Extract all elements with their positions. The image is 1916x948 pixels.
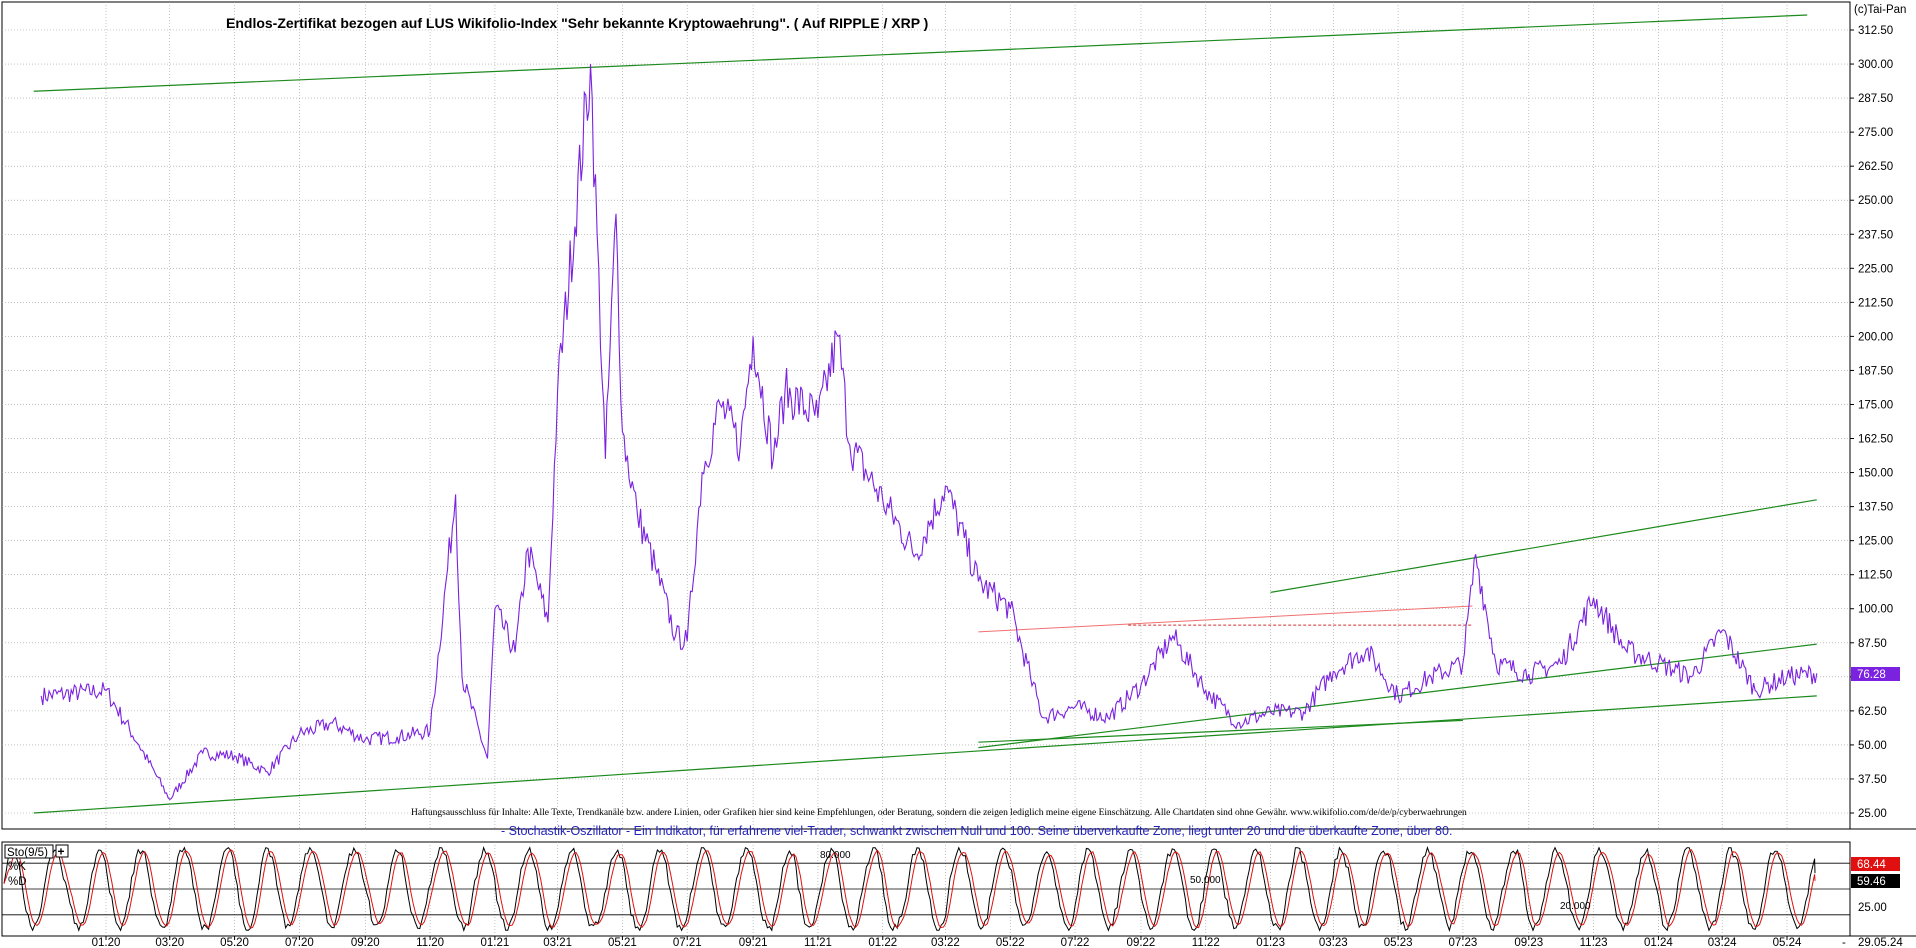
y-tick-label: 250.00 xyxy=(1858,195,1893,207)
y-tick-label: 162.50 xyxy=(1858,434,1893,446)
level-50-label: 50.000 xyxy=(1190,875,1221,886)
trend-lines xyxy=(33,14,1817,814)
grid xyxy=(2,2,1850,936)
y-tick-label: 125.00 xyxy=(1858,536,1893,548)
y-tick-label: 200.00 xyxy=(1858,331,1893,343)
y-tick-label: 137.50 xyxy=(1858,502,1893,514)
y-tick-label: 87.50 xyxy=(1858,638,1887,650)
price-series xyxy=(40,63,1818,801)
x-tick-label: 07.20 xyxy=(285,937,314,948)
trend-line xyxy=(978,719,1463,743)
x-end-label: 29.05.24 xyxy=(1858,937,1903,948)
stochastic-k-line xyxy=(3,845,1816,932)
x-tick-label: 11.23 xyxy=(1580,937,1608,948)
oscillator-description: - Stochastik-Oszillator - Ein Indikator,… xyxy=(501,824,1452,838)
d-value: 59.46 xyxy=(1857,876,1886,888)
k-value-flag xyxy=(1851,857,1900,871)
x-tick-label: 03.24 xyxy=(1708,937,1737,948)
x-axis: 01.20 03.20 05.20 07.20 09.20 11.20 01.21 03.21… xyxy=(92,936,1802,948)
chart-title: Endlos-Zertifikat bezogen auf LUS Wikifo… xyxy=(226,15,928,31)
add-indicator-button[interactable] xyxy=(55,844,69,858)
x-tick-label: 01.22 xyxy=(868,937,897,948)
y-tick-label: 50.00 xyxy=(1858,740,1887,752)
y-tick-label: 187.50 xyxy=(1858,365,1893,377)
x-tick-label: 05.24 xyxy=(1773,937,1802,948)
d-value-flag xyxy=(1851,874,1900,888)
x-tick-label: 09.23 xyxy=(1514,937,1543,948)
x-tick-label: 03.20 xyxy=(155,937,184,948)
x-tick-label: 01.20 xyxy=(92,937,121,948)
resistance-line xyxy=(978,605,1473,633)
stochastic-d-line xyxy=(3,849,1816,929)
x-tick-label: 01.24 xyxy=(1644,937,1673,948)
plus-icon: + xyxy=(58,845,65,859)
y-tick-label: 262.50 xyxy=(1858,161,1893,173)
last-price-flag xyxy=(1851,667,1900,681)
x-tick-label: 07.23 xyxy=(1449,937,1478,948)
price-line xyxy=(40,63,1818,801)
disclaimer-text: Haftungsausschluss für Inhalte: Alle Tex… xyxy=(411,807,1467,818)
x-tick-label: 05.23 xyxy=(1384,937,1413,948)
x-tick-label: 07.22 xyxy=(1061,937,1090,948)
x-tick-label: 03.21 xyxy=(543,937,572,948)
y-tick-label: 300.00 xyxy=(1858,59,1893,71)
y-tick-label: 37.50 xyxy=(1858,774,1887,786)
y-tick-label: 150.00 xyxy=(1858,468,1893,480)
x-axis-dash: - xyxy=(1842,937,1846,948)
copyright-label: (c)Tai-Pan xyxy=(1854,4,1906,16)
indicator-label-box[interactable] xyxy=(4,844,54,859)
x-tick-label: 05.22 xyxy=(996,937,1025,948)
k-value: 68.44 xyxy=(1857,859,1886,871)
y-tick-label: 212.50 xyxy=(1858,297,1893,309)
x-tick-label: 09.20 xyxy=(351,937,380,948)
d-legend-label: %D xyxy=(8,876,27,888)
y-tick-label: 62.50 xyxy=(1858,706,1887,718)
indicator-label: Sto(9/5) xyxy=(7,847,48,859)
stochastic-oscillator xyxy=(2,845,1850,932)
trend-line xyxy=(33,14,1808,92)
trend-line xyxy=(33,695,1817,814)
y-tick-label: 25.00 xyxy=(1858,808,1887,820)
y-axis: 312.50 300.00 287.50 275.00 262.50 250.00 237.… xyxy=(1850,25,1893,820)
trend-line xyxy=(1270,499,1817,593)
x-tick-label: 03.23 xyxy=(1319,937,1348,948)
x-tick-label: 01.21 xyxy=(481,937,510,948)
y-tick-label: 100.00 xyxy=(1858,604,1893,616)
oscillator-axis-label: 25.00 xyxy=(1858,902,1887,914)
x-tick-label: 11.22 xyxy=(1192,937,1220,948)
x-tick-label: 03.22 xyxy=(931,937,960,948)
level-20-label: 20.000 xyxy=(1560,901,1591,912)
y-tick-label: 312.50 xyxy=(1858,25,1893,37)
x-tick-label: 09.21 xyxy=(739,937,768,948)
y-tick-label: 237.50 xyxy=(1858,229,1893,241)
x-tick-label: 11.21 xyxy=(804,937,832,948)
x-tick-label: 07.21 xyxy=(673,937,702,948)
x-tick-label: 09.22 xyxy=(1127,937,1156,948)
main-panel-frame xyxy=(1,1,1851,830)
y-tick-label: 275.00 xyxy=(1858,127,1893,139)
x-tick-label: 11.20 xyxy=(416,937,444,948)
x-tick-label: 05.20 xyxy=(220,937,249,948)
level-80-label: 80.000 xyxy=(820,850,851,861)
y-tick-label: 112.50 xyxy=(1858,570,1892,582)
y-tick-label: 175.00 xyxy=(1858,399,1893,411)
x-tick-label: 01.23 xyxy=(1256,937,1285,948)
y-tick-label: 225.00 xyxy=(1858,263,1893,275)
y-tick-label: 287.50 xyxy=(1858,93,1893,105)
x-tick-label: 05.21 xyxy=(608,937,637,948)
last-price-value: 76.28 xyxy=(1857,669,1886,681)
k-legend-label: %K xyxy=(8,861,26,873)
